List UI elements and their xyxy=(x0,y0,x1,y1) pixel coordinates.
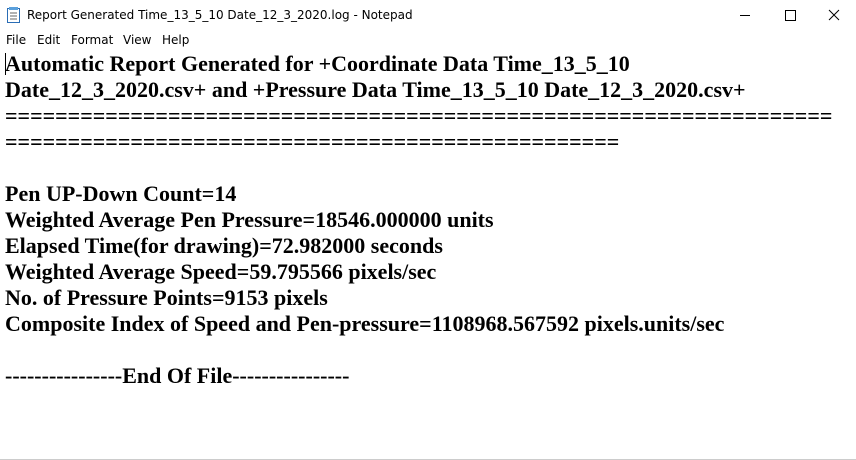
menu-item[interactable]: Format xyxy=(71,33,114,47)
stat-line: Weighted Average Pen Pressure=18546.0000… xyxy=(5,207,494,232)
separator-line: ========================================… xyxy=(5,129,620,154)
footer-line: ----------------End Of File-------------… xyxy=(5,363,350,388)
menu-item[interactable]: View xyxy=(123,33,152,47)
stat-line: Pen UP-Down Count=14 xyxy=(5,181,237,206)
window-title: Report Generated Time_13_5_10 Date_12_3_… xyxy=(27,8,413,22)
title-bar: Report Generated Time_13_5_10 Date_12_3_… xyxy=(0,0,856,30)
stat-line: No. of Pressure Points=9153 pixels xyxy=(5,285,328,310)
caret xyxy=(5,53,6,75)
minimize-button[interactable] xyxy=(722,0,767,30)
app-icon xyxy=(7,7,20,23)
menu-item[interactable]: File xyxy=(6,33,27,47)
stat-line: Weighted Average Speed=59.795566 pixels/… xyxy=(5,259,437,284)
stat-line: Composite Index of Speed and Pen-pressur… xyxy=(5,311,725,336)
stat-line: Elapsed Time(for drawing)=72.982000 seco… xyxy=(5,233,443,258)
heading-line: Date_12_3_2020.csv+ and +Pressure Data T… xyxy=(5,77,746,102)
close-button[interactable] xyxy=(811,0,856,30)
menu-item[interactable]: Edit xyxy=(37,33,61,47)
menu-item[interactable]: Help xyxy=(162,33,190,47)
heading-line: Automatic Report Generated for +Coordina… xyxy=(5,51,630,76)
menu-bar: File Edit Format View Help xyxy=(0,30,856,50)
separator-line: ========================================… xyxy=(5,103,833,128)
text-area[interactable]: Automatic Report Generated for +Coordina… xyxy=(5,51,832,389)
maximize-button[interactable] xyxy=(767,0,812,30)
